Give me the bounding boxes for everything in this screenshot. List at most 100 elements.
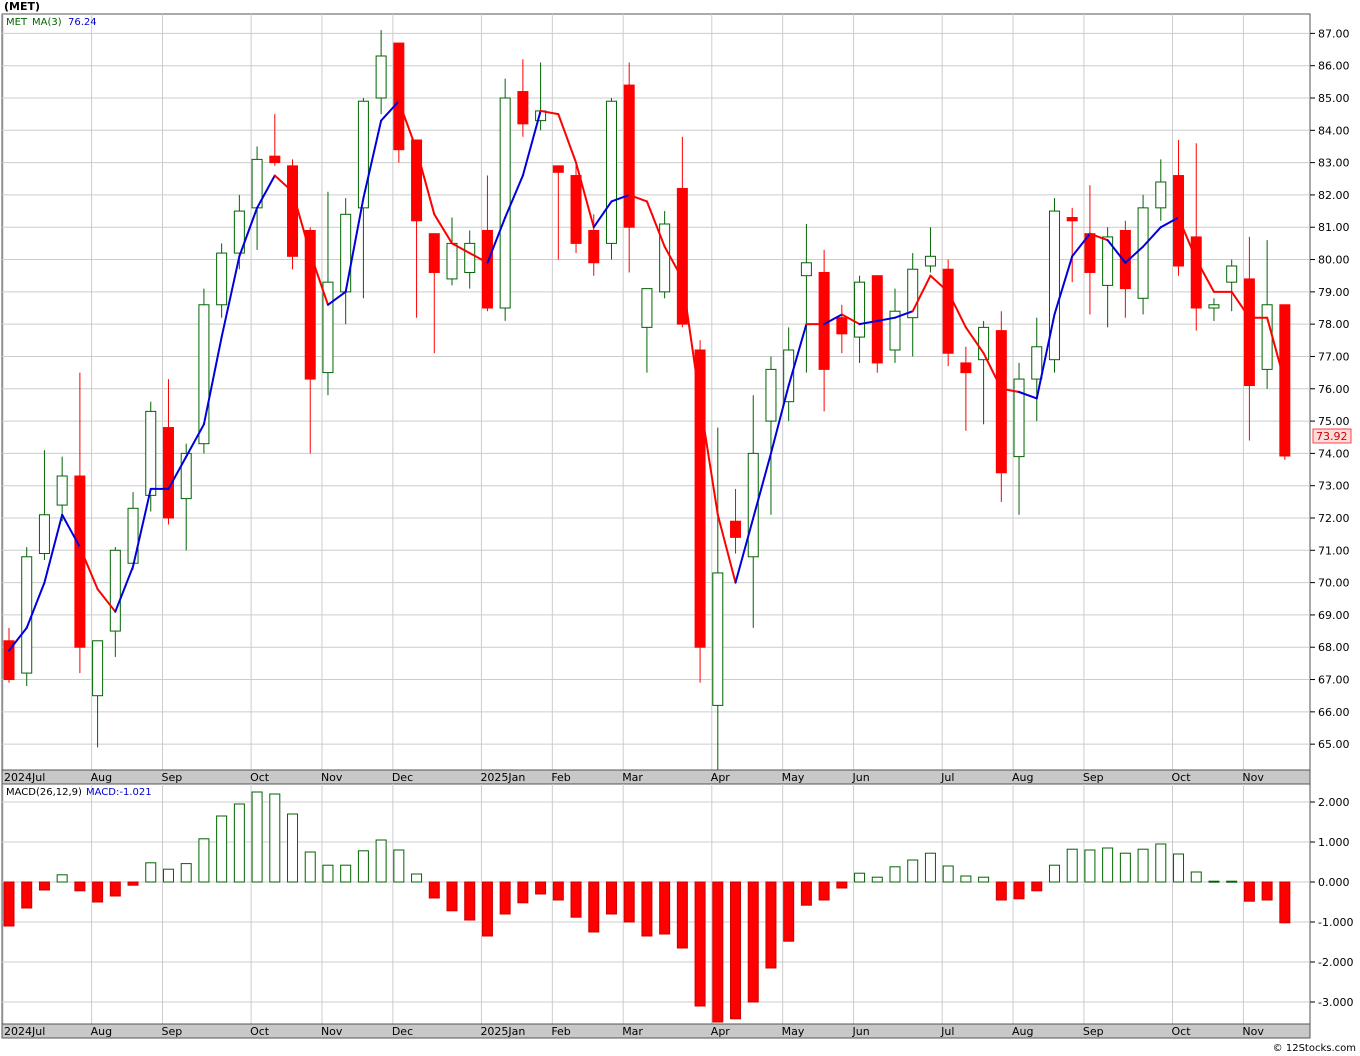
- candle: [269, 114, 281, 166]
- ma-segment: [716, 513, 737, 584]
- date-label: Nov: [321, 771, 343, 784]
- candle: [1137, 194, 1149, 315]
- macd-bar: [783, 881, 795, 942]
- candle: [836, 304, 848, 354]
- macd-bar: [304, 851, 316, 883]
- macd-bar: [446, 881, 458, 912]
- macd-axis: 2.000 1.000 0.000 -1.000 -2.000 -3.000: [1310, 796, 1353, 1009]
- candle-body: [800, 262, 812, 277]
- macd-bar: [1208, 880, 1220, 883]
- candle-body: [605, 100, 617, 244]
- candle: [428, 233, 440, 354]
- candle-body: [854, 281, 866, 338]
- candle: [1031, 317, 1043, 422]
- last-price-value: 73.92: [1316, 430, 1348, 443]
- price-tick-label: 66.00: [1318, 706, 1350, 719]
- candle-body: [340, 213, 352, 293]
- ma-segment: [1230, 290, 1251, 319]
- candle: [676, 136, 688, 328]
- candle: [287, 159, 299, 270]
- candle: [641, 288, 653, 373]
- candle-body: [322, 281, 334, 374]
- date-label: Jul: [940, 771, 954, 784]
- candle-body: [907, 268, 919, 319]
- ma-segment: [486, 216, 507, 264]
- candle-body: [375, 55, 387, 99]
- ma-segment: [468, 252, 489, 264]
- candle-body: [747, 452, 759, 558]
- ma-segment: [397, 100, 418, 151]
- ma-segment: [25, 581, 46, 629]
- ma-segment: [1000, 387, 1021, 393]
- candle-body: [464, 242, 476, 273]
- ma-segment: [1088, 232, 1109, 242]
- ma-segment: [734, 517, 755, 584]
- date-label: May: [782, 1025, 805, 1038]
- candle: [889, 288, 901, 363]
- candle-body: [304, 229, 316, 380]
- candle-body: [924, 255, 936, 267]
- date-label: Jul: [940, 1025, 954, 1038]
- ma-segment: [202, 336, 223, 426]
- candle: [871, 275, 883, 373]
- price-tick-label: 77.00: [1318, 350, 1350, 363]
- macd-bar: [287, 813, 299, 883]
- candle: [800, 224, 812, 373]
- macd-grid: [2, 784, 1310, 1024]
- macd-bar: [340, 864, 352, 883]
- candle: [499, 78, 511, 321]
- ma-segment: [291, 190, 312, 255]
- candle-body: [942, 268, 954, 354]
- candle-body: [623, 84, 635, 228]
- candle: [216, 243, 228, 318]
- candle: [659, 211, 671, 299]
- candle-body: [694, 349, 706, 648]
- macd-bar: [995, 881, 1007, 901]
- macd-bar: [109, 881, 121, 897]
- macd-bar: [127, 881, 139, 886]
- ma-segment: [273, 174, 294, 193]
- macd-tick-label: -2.000: [1318, 956, 1353, 969]
- price-tick-label: 78.00: [1318, 318, 1350, 331]
- macd-bar: [269, 793, 281, 883]
- macd-bar: [924, 852, 936, 883]
- candle: [605, 98, 617, 260]
- candle: [322, 191, 334, 396]
- candle: [730, 488, 742, 554]
- candle: [854, 275, 866, 363]
- price-tick-label: 85.00: [1318, 92, 1350, 105]
- price-panel: [1, 13, 1311, 771]
- candle-body: [145, 410, 157, 496]
- macd-bar: [464, 881, 476, 921]
- macd-bar: [623, 881, 635, 923]
- candle: [747, 395, 759, 628]
- date-label: Sep: [161, 1025, 182, 1038]
- ma-segment: [504, 174, 524, 219]
- date-label: 2024Jul: [4, 1025, 45, 1038]
- macd-label: MACD(26,12,9): [6, 787, 82, 798]
- ma-segment: [1035, 313, 1056, 400]
- macd-bar: [978, 876, 990, 883]
- macd-bar: [322, 864, 334, 883]
- macd-bar: [21, 881, 33, 909]
- ma-segment: [858, 319, 879, 326]
- macd-bar: [1066, 848, 1078, 883]
- ma-segment: [1071, 232, 1091, 258]
- macd-bar: [216, 815, 228, 883]
- candle-body: [1243, 278, 1255, 387]
- date-label: Oct: [250, 771, 270, 784]
- date-label: Apr: [711, 1025, 731, 1038]
- price-tick-label: 87.00: [1318, 27, 1350, 40]
- candle-body: [1226, 265, 1238, 283]
- candle: [1243, 236, 1255, 441]
- candle: [1013, 362, 1025, 515]
- candle: [694, 340, 706, 683]
- macd-bar: [74, 881, 86, 892]
- macd-bar: [198, 838, 210, 883]
- candle-body: [180, 452, 192, 500]
- price-tick-label: 67.00: [1318, 674, 1350, 687]
- candle: [464, 230, 476, 289]
- ma-segment: [840, 313, 861, 326]
- date-label: Oct: [1172, 1025, 1192, 1038]
